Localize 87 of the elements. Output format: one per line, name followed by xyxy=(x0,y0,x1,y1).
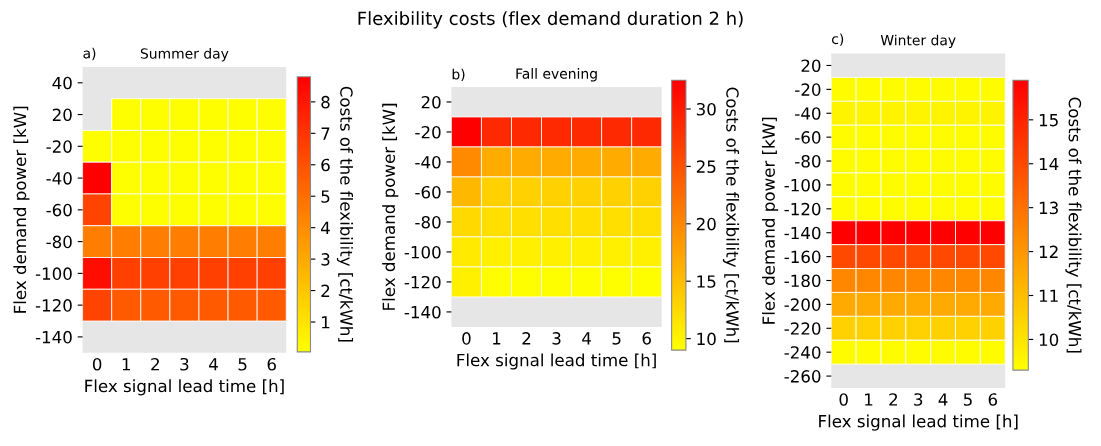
y-tick-label: -160 xyxy=(784,250,821,264)
text: c) xyxy=(832,33,844,46)
y-tick-label: 20 xyxy=(421,95,441,109)
y-tick-label: -80 xyxy=(46,235,72,249)
x-tick-label: 3 xyxy=(180,357,189,371)
x-tick-label: 5 xyxy=(612,332,621,345)
y-tick-label: -20 xyxy=(415,125,441,139)
x-tick-label: 6 xyxy=(267,357,276,371)
y-axis-title: Flex demand power [kW] xyxy=(762,117,779,324)
color-bar-label: 25 xyxy=(696,160,716,173)
x-tick-label: 0 xyxy=(462,332,471,345)
x-tick-label: 4 xyxy=(209,358,218,371)
y-tick-label: -60 xyxy=(46,203,72,217)
color-bar-label: 1 xyxy=(322,316,330,329)
x-tick-label: 1 xyxy=(122,358,130,371)
x-tick-label: 4 xyxy=(582,332,591,345)
color-bar-label: 3 xyxy=(321,253,330,266)
y-tick-label: 20 xyxy=(801,59,821,73)
y-tick-label: -60 xyxy=(415,185,441,199)
chart-title: Winter day xyxy=(880,34,956,49)
text: Flexibility costs (flex demand duration 2 h) xyxy=(358,11,743,29)
color-bar-label: 7 xyxy=(321,127,330,140)
y-tick-label: -100 xyxy=(35,267,72,280)
x-tick-label: 2 xyxy=(151,357,159,371)
y-axis-title: Flex demand power [kW] xyxy=(13,106,30,313)
x-tick-label: 6 xyxy=(642,332,651,345)
color-bar-title: Costs of the flexibility [ct/kWh] xyxy=(1065,97,1082,353)
text: b) xyxy=(452,68,465,82)
y-tick-label: -80 xyxy=(415,215,441,229)
y-tick-label: -20 xyxy=(795,83,821,96)
color-bar-label: 4 xyxy=(321,221,330,234)
color-bar-label: 10 xyxy=(1039,333,1059,346)
color-bar-label: 11 xyxy=(1039,289,1058,302)
x-tick-label: 5 xyxy=(238,358,247,371)
color-bar-label: 30 xyxy=(696,102,716,116)
x-tick-label: 3 xyxy=(914,393,923,406)
x-tick-label: 1 xyxy=(493,332,501,345)
x-tick-label: 1 xyxy=(865,393,873,406)
color-bar-label: 13 xyxy=(1039,201,1058,215)
y-tick-label: 40 xyxy=(52,76,72,90)
color-bar-label: 12 xyxy=(1039,245,1058,258)
color-bar-title: Costs of the flexibility [ct/kWh] xyxy=(722,87,740,343)
y-tick-label: -100 xyxy=(404,245,441,259)
chart-title: Summer day xyxy=(140,48,229,62)
color-bar-label: 5 xyxy=(321,190,330,203)
x-axis-title: Flex signal lead time [h] xyxy=(85,379,284,396)
color-bar-label: 15 xyxy=(1039,113,1058,127)
y-axis-title: Flex demand power [kW] xyxy=(382,103,399,310)
y-tick-label: -140 xyxy=(784,226,821,240)
x-tick-label: 2 xyxy=(889,393,898,406)
y-tick-label: -240 xyxy=(784,346,821,359)
y-tick-label: -220 xyxy=(784,322,821,335)
color-bar-title: Costs of the flexibility [ct/kWh] xyxy=(336,86,354,342)
y-tick-label: -40 xyxy=(795,107,821,120)
y-tick-label: -120 xyxy=(404,275,441,289)
y-tick-label: -200 xyxy=(784,298,821,311)
color-bar-label: 6 xyxy=(321,158,330,172)
y-tick-label: 20 xyxy=(52,108,72,122)
chart-title: Fall evening xyxy=(516,68,597,82)
x-tick-label: 2 xyxy=(522,332,531,345)
y-tick-label: -80 xyxy=(795,155,821,168)
x-axis-title: Flex signal lead time [h] xyxy=(819,414,1018,431)
color-bar-label: 15 xyxy=(697,275,716,288)
color-bar-label: 10 xyxy=(697,332,716,346)
y-tick-label: -60 xyxy=(795,131,821,144)
y-tick-label: -20 xyxy=(46,140,72,153)
x-tick-label: 0 xyxy=(839,393,848,406)
color-bar-label: 14 xyxy=(1039,157,1059,171)
x-tick-label: 0 xyxy=(92,357,102,371)
x-tick-label: 3 xyxy=(552,332,561,345)
color-bar-label: 2 xyxy=(321,284,330,297)
y-tick-label: -260 xyxy=(784,370,821,383)
y-tick-label: -140 xyxy=(404,305,441,319)
x-tick-label: 5 xyxy=(963,393,972,406)
x-tick-label: 4 xyxy=(938,393,948,406)
x-axis-title: Flex signal lead time [h] xyxy=(457,353,656,370)
color-bar-label: 20 xyxy=(696,217,716,231)
y-tick-label: -120 xyxy=(784,202,821,216)
y-tick-label: -100 xyxy=(784,178,821,192)
y-tick-label: -40 xyxy=(415,155,441,169)
y-tick-label: -120 xyxy=(35,299,72,312)
text: a) xyxy=(83,47,96,61)
color-bar-label: 8 xyxy=(321,95,330,109)
y-tick-label: -140 xyxy=(35,330,72,344)
y-tick-label: -40 xyxy=(46,172,72,185)
x-tick-label: 6 xyxy=(988,393,998,406)
y-tick-label: -180 xyxy=(784,274,821,288)
